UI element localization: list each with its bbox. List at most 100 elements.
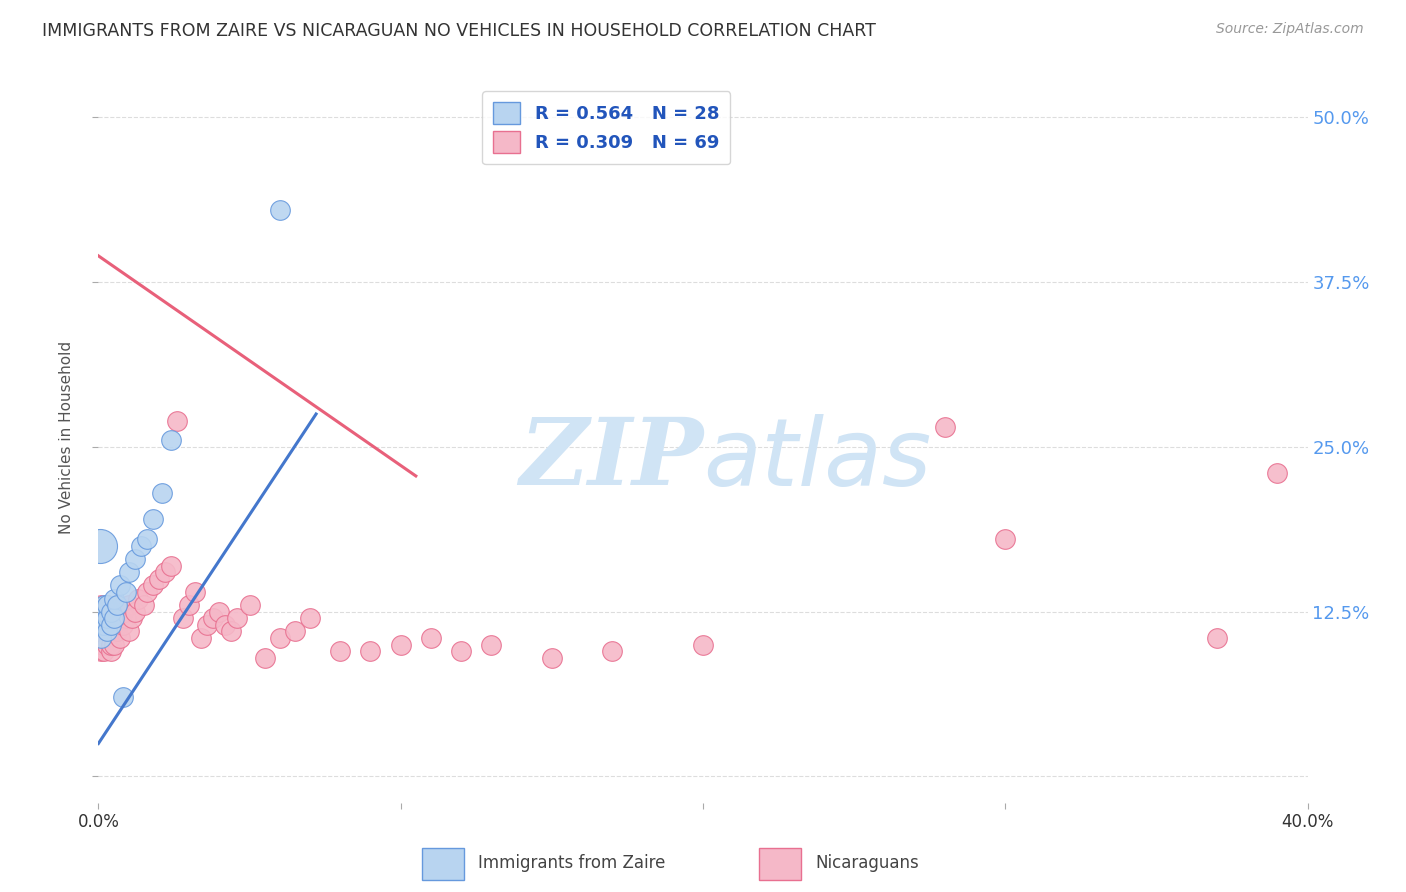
Point bbox=[100, 618, 122, 632]
Point bbox=[93, 605, 115, 619]
Point bbox=[103, 611, 125, 625]
Text: IMMIGRANTS FROM ZAIRE VS NICARAGUAN NO VEHICLES IN HOUSEHOLD CORRELATION CHART: IMMIGRANTS FROM ZAIRE VS NICARAGUAN NO V… bbox=[42, 22, 876, 40]
Point bbox=[90, 611, 112, 625]
Point bbox=[90, 644, 112, 658]
Point bbox=[114, 585, 136, 599]
Point bbox=[91, 618, 114, 632]
Text: Immigrants from Zaire: Immigrants from Zaire bbox=[478, 854, 665, 872]
Point bbox=[127, 591, 149, 606]
Point bbox=[226, 611, 249, 625]
Point bbox=[253, 650, 276, 665]
Point bbox=[100, 611, 122, 625]
Point bbox=[420, 631, 443, 645]
Point bbox=[103, 618, 125, 632]
Point bbox=[105, 598, 128, 612]
Point bbox=[90, 611, 112, 625]
Point bbox=[93, 618, 115, 632]
Point bbox=[202, 611, 225, 625]
Point bbox=[299, 611, 322, 625]
Point bbox=[96, 624, 118, 639]
Point bbox=[150, 486, 173, 500]
Point bbox=[121, 611, 143, 625]
Point bbox=[103, 591, 125, 606]
Point bbox=[1206, 631, 1229, 645]
Point bbox=[100, 618, 122, 632]
FancyBboxPatch shape bbox=[422, 848, 464, 880]
Point bbox=[132, 598, 155, 612]
Point bbox=[195, 618, 218, 632]
Point bbox=[160, 434, 183, 448]
Point bbox=[100, 638, 122, 652]
Point bbox=[100, 644, 122, 658]
Text: Source: ZipAtlas.com: Source: ZipAtlas.com bbox=[1216, 22, 1364, 37]
Point bbox=[389, 638, 412, 652]
Point bbox=[208, 605, 231, 619]
Point bbox=[214, 618, 236, 632]
Point bbox=[96, 624, 118, 639]
Point bbox=[96, 611, 118, 625]
Point bbox=[129, 539, 152, 553]
Point bbox=[360, 644, 382, 658]
Point bbox=[93, 644, 115, 658]
Text: Nicaraguans: Nicaraguans bbox=[815, 854, 920, 872]
Point bbox=[103, 605, 125, 619]
Y-axis label: No Vehicles in Household: No Vehicles in Household bbox=[59, 341, 75, 533]
Point bbox=[153, 565, 176, 579]
Point bbox=[108, 631, 131, 645]
Point bbox=[994, 533, 1017, 547]
Point bbox=[91, 618, 114, 632]
Point bbox=[118, 624, 141, 639]
Point bbox=[540, 650, 562, 665]
Point bbox=[172, 611, 194, 625]
Point bbox=[124, 605, 146, 619]
Point bbox=[114, 611, 136, 625]
Point bbox=[90, 624, 112, 639]
Point bbox=[93, 618, 115, 632]
Point bbox=[91, 611, 114, 625]
Point bbox=[100, 605, 122, 619]
Point bbox=[481, 638, 503, 652]
Point bbox=[96, 611, 118, 625]
Legend: R = 0.564   N = 28, R = 0.309   N = 69: R = 0.564 N = 28, R = 0.309 N = 69 bbox=[482, 91, 730, 164]
Point bbox=[111, 618, 134, 632]
Point bbox=[103, 638, 125, 652]
Point bbox=[284, 624, 307, 639]
Point bbox=[89, 631, 111, 645]
Point bbox=[1267, 467, 1289, 481]
Point bbox=[166, 414, 188, 428]
Point bbox=[118, 598, 141, 612]
Point bbox=[105, 598, 128, 612]
Point bbox=[160, 558, 183, 573]
Point bbox=[269, 631, 291, 645]
Point bbox=[93, 605, 115, 619]
Point bbox=[135, 533, 157, 547]
Point bbox=[90, 605, 112, 619]
Point bbox=[221, 624, 243, 639]
Point bbox=[142, 578, 165, 592]
Text: atlas: atlas bbox=[703, 414, 931, 505]
Point bbox=[934, 420, 956, 434]
Point bbox=[269, 202, 291, 217]
Point bbox=[179, 598, 201, 612]
Point bbox=[105, 618, 128, 632]
Point bbox=[692, 638, 714, 652]
Point bbox=[105, 624, 128, 639]
Point bbox=[89, 539, 111, 553]
Point bbox=[184, 585, 207, 599]
Point bbox=[90, 598, 112, 612]
Point bbox=[96, 638, 118, 652]
Point bbox=[93, 631, 115, 645]
Point bbox=[96, 598, 118, 612]
Point bbox=[124, 552, 146, 566]
Point bbox=[96, 598, 118, 612]
Point bbox=[118, 565, 141, 579]
Point bbox=[329, 644, 352, 658]
Point bbox=[111, 605, 134, 619]
Point bbox=[108, 611, 131, 625]
Point bbox=[142, 512, 165, 526]
FancyBboxPatch shape bbox=[759, 848, 801, 880]
Point bbox=[91, 638, 114, 652]
Point bbox=[135, 585, 157, 599]
Point bbox=[602, 644, 624, 658]
Point bbox=[90, 631, 112, 645]
